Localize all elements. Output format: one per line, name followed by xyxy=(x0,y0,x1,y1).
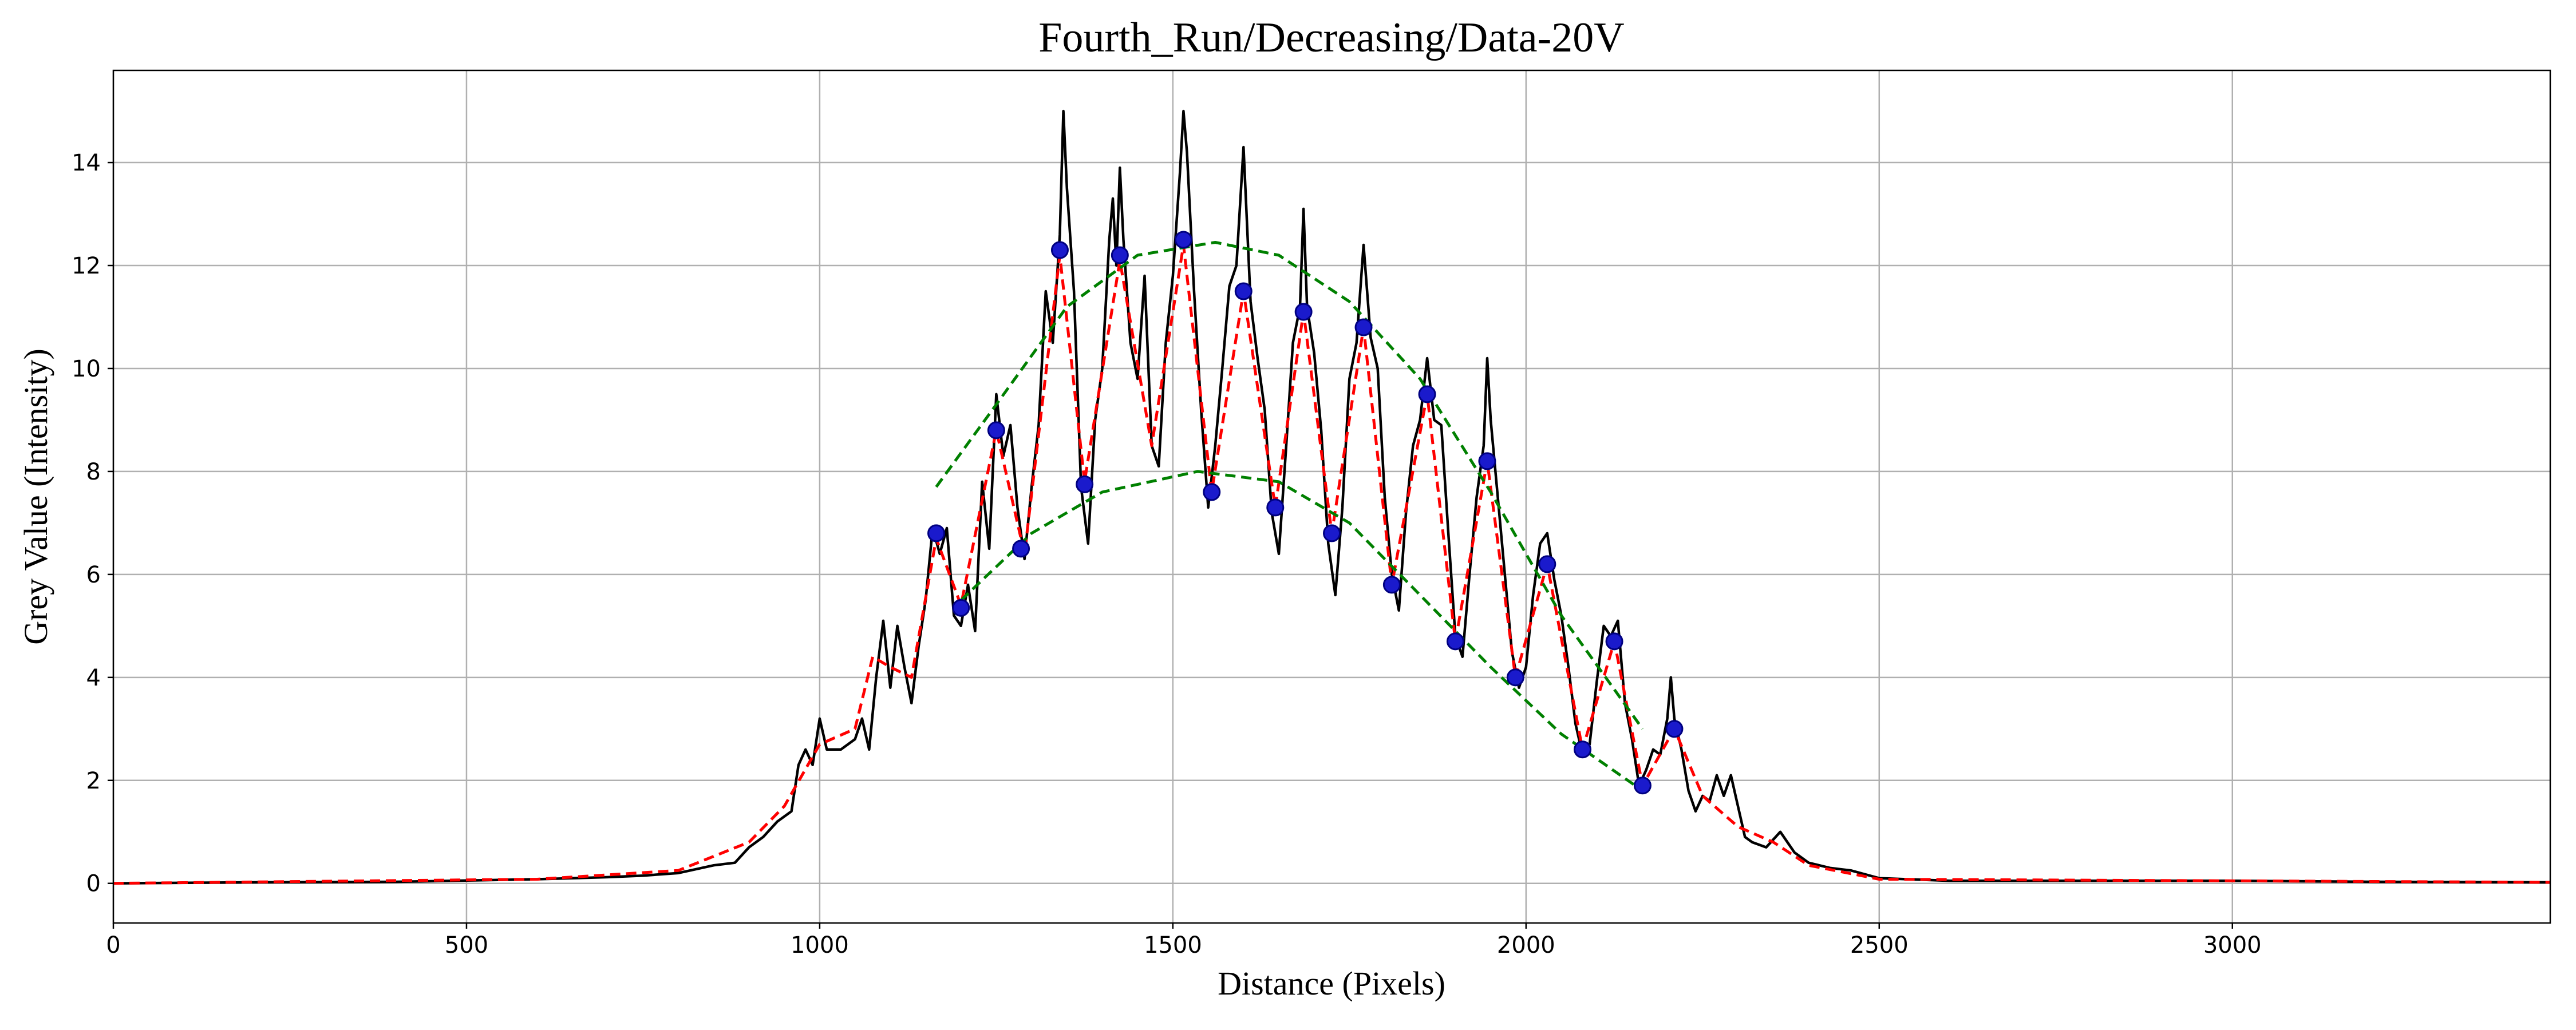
y-tick-label: 8 xyxy=(86,459,101,485)
y-tick-label: 10 xyxy=(72,356,101,382)
peak-marker xyxy=(1665,720,1684,738)
plot-area xyxy=(113,109,2550,885)
peak-marker xyxy=(952,599,970,617)
peak-marker xyxy=(1294,303,1313,321)
x-axis-label: Distance (Pixels) xyxy=(1218,965,1445,1002)
y-tick-label: 14 xyxy=(72,150,101,176)
y-tick-label: 4 xyxy=(86,665,101,691)
y-tick-label: 2 xyxy=(86,768,101,794)
peak-marker xyxy=(1478,452,1496,470)
peak-marker xyxy=(1323,524,1341,542)
y-tick-label: 12 xyxy=(72,253,101,279)
y-tick-label: 6 xyxy=(86,562,101,588)
peak-marker xyxy=(1076,475,1094,493)
peak-marker xyxy=(1382,576,1401,594)
peak-marker xyxy=(1354,318,1373,336)
peak-marker xyxy=(1174,231,1192,249)
peak-marker xyxy=(1050,241,1069,259)
plot-frame xyxy=(112,69,2551,924)
peak-marker xyxy=(1506,668,1524,687)
x-tick-label: 1000 xyxy=(791,932,849,958)
x-tick-label: 1500 xyxy=(1144,932,1202,958)
peak-marker xyxy=(1203,483,1221,501)
peak-marker xyxy=(1234,282,1253,300)
fit-line xyxy=(959,470,1643,792)
x-tick-label: 500 xyxy=(445,932,488,958)
y-axis-label: Grey Value (Intensity) xyxy=(17,348,54,645)
y-tick-label: 0 xyxy=(86,871,101,897)
peak-marker xyxy=(1538,555,1556,573)
peak-marker xyxy=(1446,632,1464,651)
x-tick-label: 0 xyxy=(106,932,120,958)
data-line xyxy=(113,109,2550,885)
peak-marker xyxy=(1111,246,1129,264)
peak-marker xyxy=(1012,540,1030,558)
x-tick-label: 2000 xyxy=(1497,932,1555,958)
peak-marker xyxy=(1266,498,1285,517)
peak-marker xyxy=(1418,385,1436,403)
peak-marker xyxy=(1633,777,1652,795)
peak-marker xyxy=(1605,632,1623,651)
fit-line xyxy=(935,241,1644,730)
x-tick-label: 3000 xyxy=(2203,932,2262,958)
peak-marker xyxy=(1574,740,1592,759)
peak-marker xyxy=(927,524,946,542)
peak-marker xyxy=(987,421,1005,439)
chart-title: Fourth_Run/Decreasing/Data-20V xyxy=(1038,14,1624,61)
x-tick-label: 2500 xyxy=(1850,932,1909,958)
